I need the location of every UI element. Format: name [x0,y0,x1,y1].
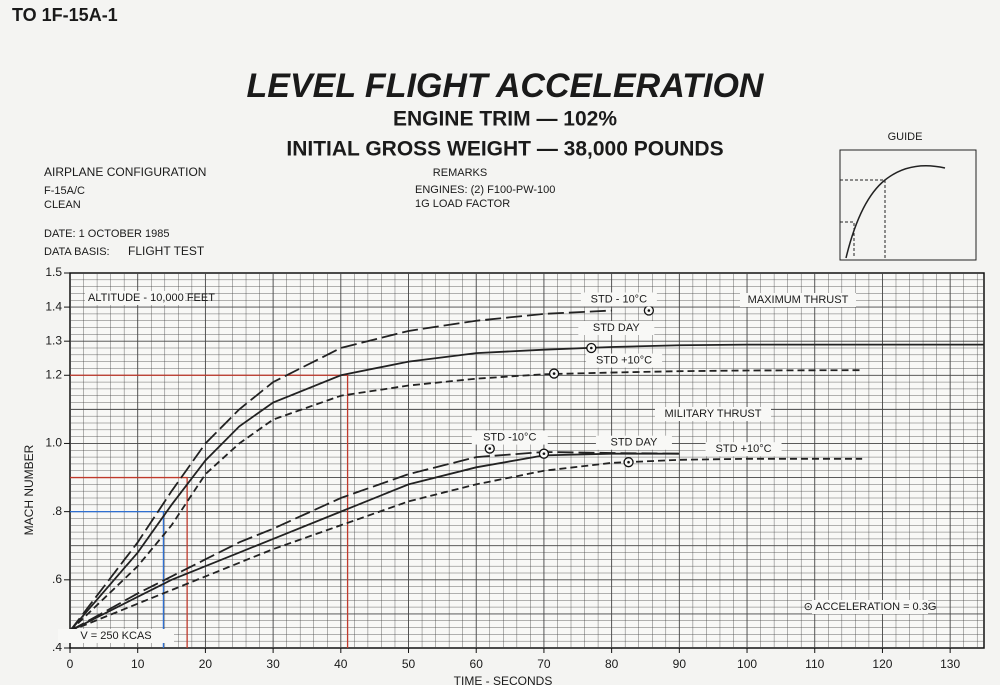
label-bg [586,353,663,368]
x-tick-label: 30 [266,657,280,671]
label-bg [471,430,548,445]
x-tick-label: 40 [334,657,348,671]
series-label: STD DAY [610,437,658,449]
y-tick-label: 1.3 [45,333,62,347]
series-line [69,343,984,632]
x-tick-label: 0 [67,657,74,671]
y-tick-label: 1.2 [45,367,62,381]
annotation-bg [655,407,771,421]
remarks-line: 1G LOAD FACTOR [415,198,510,210]
marker-dot [552,372,556,375]
series-label: STD +10°C [596,354,652,366]
series-line [69,451,680,632]
data-basis-value: FLIGHT TEST [128,244,205,258]
guide-inset: GUIDE [839,131,977,261]
y-tick-label: .4 [52,640,62,654]
label-bg [580,292,657,307]
x-tick-label: 120 [872,657,892,671]
x-tick-label: 70 [537,657,551,671]
subtitle: ENGINE TRIM — 102% [393,108,617,131]
remarks-heading: REMARKS [433,167,487,179]
reference-line [70,510,165,648]
subtitle: INITIAL GROSS WEIGHT — 38,000 POUNDS [286,138,723,161]
x-tick-label: 10 [131,657,145,671]
series-line [69,309,612,632]
series-line [69,369,863,632]
x-axis-label: TIME - SECONDS [454,674,553,685]
plot-area [69,272,985,649]
marker-dot [627,460,630,464]
reference-line [70,374,349,648]
series-label: STD -10°C [483,431,536,443]
remarks-line: ENGINES: (2) F100-PW-100 [415,184,555,196]
series-label: STD +10°C [716,443,772,455]
annotation: V = 250 KCAS [80,630,151,642]
y-tick-label: .6 [52,572,62,586]
x-tick-label: 80 [605,657,619,671]
doc-id: TO 1F-15A-1 [12,5,118,25]
label-bg [595,435,672,450]
y-axis-label: MACH NUMBER [22,444,36,535]
config-heading: AIRPLANE CONFIGURATION [44,165,206,179]
guide-frame [839,149,977,261]
label-bg [578,321,655,335]
series-line [69,457,863,632]
x-tick-label: 60 [470,657,484,671]
y-tick-label: 1.0 [45,436,62,450]
annotation: MILITARY THRUST [665,408,762,420]
config-line: F-15A/C [44,185,85,197]
guide-lines [840,179,886,258]
marker-dot [647,309,651,312]
x-tick-label: 20 [199,657,213,671]
guide-label: GUIDE [888,131,923,143]
label-bg [705,442,782,457]
y-tick-label: 1.5 [45,265,62,279]
annotation: ⊙ ACCELERATION = 0.3G [804,601,937,613]
annotation-bg [58,629,174,643]
series-line [69,452,680,632]
reference-line [70,476,188,648]
series-label: STD DAY [593,322,641,334]
series-label: STD - 10°C [591,293,647,305]
date: DATE: 1 OCTOBER 1985 [44,228,170,240]
y-tick-label: 1.4 [45,299,62,313]
annotation-bg [85,291,185,305]
annotation-bg [812,600,928,614]
annotation: ALTITUDE - 10,000 FEET [88,292,215,304]
marker-dot [542,452,546,455]
chart-title: LEVEL FLIGHT ACCELERATION [247,67,765,105]
x-tick-label: 100 [737,657,757,671]
annotation-bg [740,293,856,307]
data-basis-label: DATA BASIS: [44,246,110,258]
x-tick-label: 110 [805,657,824,671]
config-line: CLEAN [44,199,81,211]
marker-dot [488,447,492,450]
annotation: MAXIMUM THRUST [748,294,849,306]
x-tick-label: 50 [402,657,416,671]
x-tick-label: 90 [673,657,687,671]
y-tick-label: .8 [52,504,62,518]
marker-dot [590,346,593,350]
x-tick-label: 130 [940,657,960,671]
